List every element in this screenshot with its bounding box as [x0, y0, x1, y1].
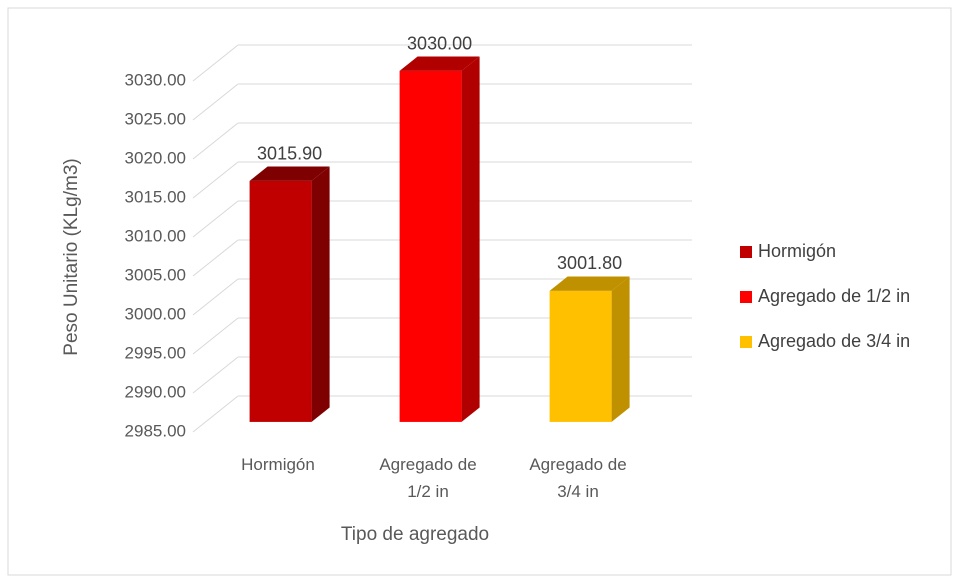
side-grid-line	[192, 200, 239, 238]
legend-swatch	[740, 336, 752, 348]
side-grid-line	[192, 83, 239, 121]
legend-label: Hormigón	[758, 241, 836, 261]
y-axis-title: Peso Unitario (KLg/m3)	[61, 158, 82, 355]
y-tick-label: 3015.00	[125, 187, 186, 206]
bar-top	[549, 276, 630, 291]
side-grid-line	[192, 122, 239, 160]
legend-swatch	[740, 291, 752, 303]
bar-top	[249, 166, 330, 181]
x-tick-label: Agregado de 3/4 in	[529, 455, 626, 501]
bar-top	[399, 56, 480, 71]
x-axis-title: Tipo de agregado	[341, 524, 489, 545]
y-tick-label: 2985.00	[125, 421, 186, 440]
bar-side	[461, 56, 480, 422]
side-grid-line	[192, 278, 239, 316]
y-tick-label: 3020.00	[125, 148, 186, 167]
y-tick-label: 3000.00	[125, 304, 186, 323]
legend-swatch	[740, 246, 752, 258]
side-grid-line	[192, 317, 239, 355]
data-label: 3030.00	[407, 33, 472, 53]
bar-front	[249, 180, 312, 422]
bar-side	[311, 166, 330, 422]
bar-front	[399, 70, 462, 422]
x-tick-label: Hormigón	[241, 455, 315, 474]
bar-front	[549, 290, 612, 422]
legend-label: Agregado de 1/2 in	[758, 286, 910, 306]
y-tick-label: 3030.00	[125, 70, 186, 89]
legend-label: Agregado de 3/4 in	[758, 331, 910, 351]
y-tick-label: 3005.00	[125, 265, 186, 284]
side-grid-line	[192, 44, 239, 82]
bar	[399, 56, 480, 422]
side-grid-line	[192, 395, 239, 433]
y-tick-label: 3010.00	[125, 226, 186, 245]
y-tick-label: 2990.00	[125, 382, 186, 401]
y-tick-label: 2995.00	[125, 343, 186, 362]
side-grid-line	[192, 161, 239, 199]
bar	[249, 166, 330, 422]
side-grid-line	[192, 356, 239, 394]
data-label: 3001.80	[557, 253, 622, 273]
side-grid-line	[192, 239, 239, 277]
bar-side	[611, 276, 630, 422]
data-label: 3015.90	[257, 143, 322, 163]
x-tick-label: Agregado de 1/2 in	[379, 455, 476, 501]
y-tick-label: 3025.00	[125, 109, 186, 128]
bar	[549, 276, 630, 422]
